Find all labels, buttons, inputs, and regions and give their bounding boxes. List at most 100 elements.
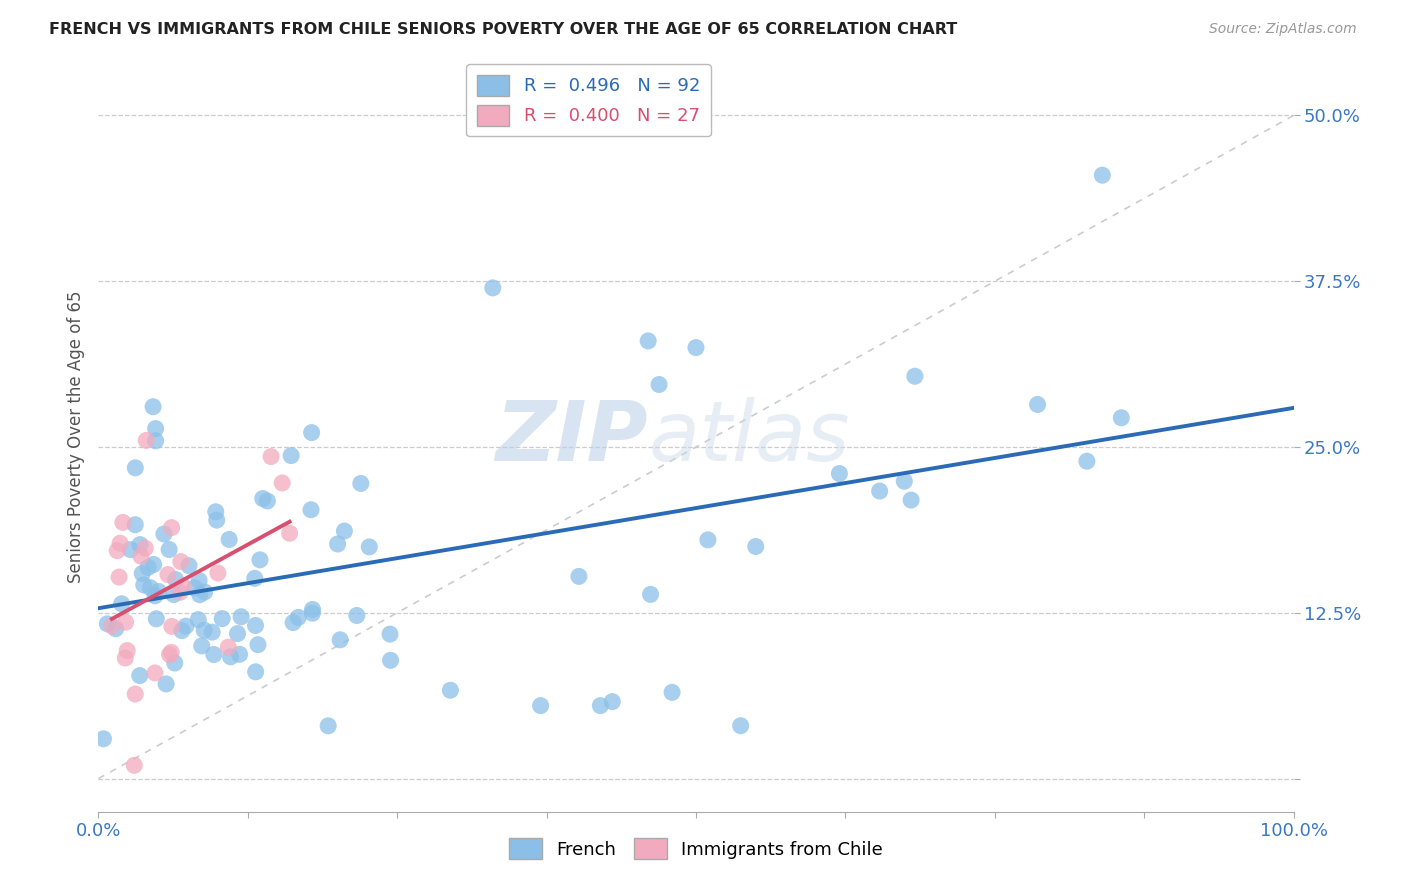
- Point: [287, 610, 309, 624]
- Point: [207, 566, 229, 580]
- Point: [114, 651, 136, 665]
- Point: [145, 612, 167, 626]
- Point: [187, 613, 209, 627]
- Point: [170, 624, 193, 638]
- Point: [869, 483, 891, 498]
- Point: [132, 578, 155, 592]
- Point: [648, 377, 671, 392]
- Point: [160, 645, 183, 659]
- Point: [124, 687, 146, 701]
- Point: [160, 521, 183, 535]
- Point: [108, 570, 131, 584]
- Point: [188, 574, 211, 588]
- Point: [301, 425, 323, 440]
- Point: [101, 619, 124, 633]
- Point: [280, 449, 302, 463]
- Point: [156, 567, 179, 582]
- Point: [163, 656, 186, 670]
- Point: [256, 494, 278, 508]
- Point: [115, 643, 138, 657]
- Point: [378, 627, 401, 641]
- Point: [226, 626, 249, 640]
- Point: [245, 618, 267, 632]
- Point: [143, 589, 166, 603]
- Point: [145, 434, 167, 448]
- Point: [228, 648, 250, 662]
- Point: [96, 616, 118, 631]
- Text: FRENCH VS IMMIGRANTS FROM CHILE SENIORS POVERTY OVER THE AGE OF 65 CORRELATION C: FRENCH VS IMMIGRANTS FROM CHILE SENIORS …: [49, 22, 957, 37]
- Point: [114, 615, 136, 630]
- Point: [120, 542, 142, 557]
- Point: [1091, 168, 1114, 182]
- Point: [260, 450, 283, 464]
- Point: [104, 622, 127, 636]
- Point: [245, 665, 267, 679]
- Point: [249, 553, 271, 567]
- Point: [174, 619, 197, 633]
- Point: [745, 540, 768, 554]
- Point: [900, 493, 922, 508]
- Point: [190, 639, 212, 653]
- Text: atlas: atlas: [648, 397, 849, 477]
- Point: [329, 632, 352, 647]
- Point: [640, 587, 662, 601]
- Point: [135, 434, 157, 448]
- Point: [163, 588, 186, 602]
- Point: [439, 683, 461, 698]
- Point: [326, 537, 349, 551]
- Point: [904, 369, 927, 384]
- Point: [1026, 397, 1049, 411]
- Point: [229, 609, 252, 624]
- Point: [202, 648, 225, 662]
- Point: [350, 476, 373, 491]
- Point: [169, 585, 191, 599]
- Point: [211, 611, 233, 625]
- Point: [218, 533, 240, 547]
- Point: [246, 638, 269, 652]
- Point: [589, 698, 612, 713]
- Point: [157, 542, 180, 557]
- Point: [380, 653, 402, 667]
- Point: [201, 625, 224, 640]
- Text: Source: ZipAtlas.com: Source: ZipAtlas.com: [1209, 22, 1357, 37]
- Point: [165, 573, 187, 587]
- Point: [685, 341, 707, 355]
- Point: [205, 513, 228, 527]
- Point: [281, 615, 304, 630]
- Point: [530, 698, 553, 713]
- Point: [828, 467, 851, 481]
- Point: [893, 474, 915, 488]
- Point: [271, 475, 294, 490]
- Point: [124, 758, 146, 772]
- Point: [697, 533, 720, 547]
- Point: [301, 602, 323, 616]
- Point: [145, 422, 167, 436]
- Point: [148, 584, 170, 599]
- Point: [278, 526, 301, 541]
- Point: [129, 549, 152, 564]
- Point: [129, 538, 152, 552]
- Point: [177, 558, 200, 573]
- Point: [1076, 454, 1098, 468]
- Y-axis label: Seniors Poverty Over the Age of 65: Seniors Poverty Over the Age of 65: [66, 291, 84, 583]
- Point: [142, 400, 165, 414]
- Point: [159, 648, 181, 662]
- Point: [143, 665, 166, 680]
- Point: [170, 555, 193, 569]
- Point: [124, 517, 146, 532]
- Point: [111, 516, 134, 530]
- Text: ZIP: ZIP: [495, 397, 648, 477]
- Point: [730, 719, 752, 733]
- Point: [139, 581, 162, 595]
- Point: [193, 624, 215, 638]
- Point: [131, 566, 153, 581]
- Point: [188, 588, 211, 602]
- Point: [124, 460, 146, 475]
- Point: [217, 640, 239, 654]
- Point: [359, 540, 381, 554]
- Point: [602, 695, 624, 709]
- Point: [333, 524, 356, 538]
- Point: [172, 579, 194, 593]
- Point: [219, 649, 242, 664]
- Point: [568, 569, 591, 583]
